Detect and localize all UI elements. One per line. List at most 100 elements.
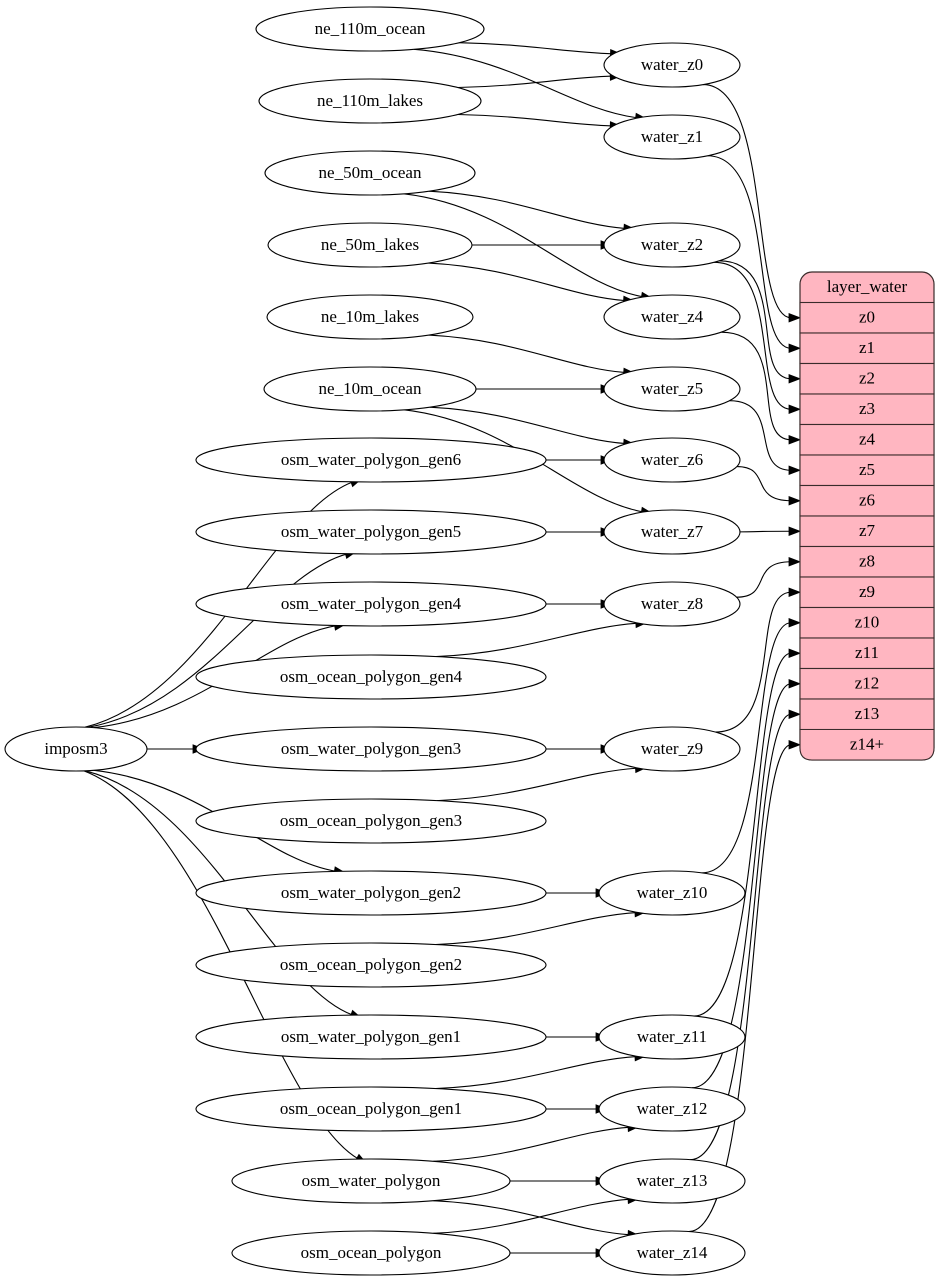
node-osm_water_polygon_gen5[interactable]: osm_water_polygon_gen5 xyxy=(195,509,547,555)
node-label: ne_110m_lakes xyxy=(317,91,423,110)
node-shape xyxy=(598,870,746,916)
edge-arrowhead xyxy=(788,373,802,384)
table-row[interactable] xyxy=(799,606,935,639)
node-label: osm_ocean_polygon_gen2 xyxy=(280,955,462,974)
node-osm_ocean_polygon[interactable]: osm_ocean_polygon xyxy=(231,1230,511,1276)
node-osm_water_polygon_gen1[interactable]: osm_water_polygon_gen1 xyxy=(195,1014,547,1060)
table-row[interactable] xyxy=(799,362,935,395)
edge-water_z4-to-layer_water-z4 xyxy=(721,331,792,441)
node-label: osm_water_polygon_gen2 xyxy=(281,883,461,902)
table-row[interactable] xyxy=(799,515,935,548)
node-osm_ocean_polygon_gen2[interactable]: osm_ocean_polygon_gen2 xyxy=(195,942,547,988)
node-osm_ocean_polygon_gen4[interactable]: osm_ocean_polygon_gen4 xyxy=(195,654,547,700)
node-ne_110m_lakes[interactable]: ne_110m_lakes xyxy=(258,78,482,124)
node-water_z10[interactable]: water_z10 xyxy=(598,870,746,916)
node-water_z11[interactable]: water_z11 xyxy=(598,1014,746,1060)
node-water_z14[interactable]: water_z14 xyxy=(598,1230,746,1276)
node-shape xyxy=(231,1158,511,1204)
node-osm_ocean_polygon_gen3[interactable]: osm_ocean_polygon_gen3 xyxy=(195,798,547,844)
table-header-label: layer_water xyxy=(827,277,908,296)
table-cell-z0: z0 xyxy=(859,308,875,327)
node-label: osm_water_polygon xyxy=(302,1171,441,1190)
node-shape xyxy=(195,942,547,988)
node-osm_water_polygon_gen4[interactable]: osm_water_polygon_gen4 xyxy=(195,581,547,627)
edge-arrowhead xyxy=(788,739,802,750)
node-imposm3[interactable]: imposm3 xyxy=(4,726,148,772)
node-shape xyxy=(603,114,741,160)
node-shape xyxy=(195,870,547,916)
node-water_z2[interactable]: water_z2 xyxy=(603,222,741,268)
node-osm_water_polygon[interactable]: osm_water_polygon xyxy=(231,1158,511,1204)
table-row[interactable] xyxy=(799,393,935,426)
table-row[interactable] xyxy=(799,301,935,334)
node-shape xyxy=(603,726,741,772)
node-water_z8[interactable]: water_z8 xyxy=(603,581,741,627)
table-row[interactable] xyxy=(799,698,935,731)
edge-ne_50m_lakes-to-water_z4 xyxy=(428,262,626,302)
layer-water-table[interactable]: layer_water z0 z1 z2 z3 z4 z5 z6 z7 z8 z9 z10 z11 z12… xyxy=(799,271,935,761)
table-row[interactable] xyxy=(799,423,935,456)
table-row[interactable] xyxy=(799,576,935,609)
node-water_z6[interactable]: water_z6 xyxy=(603,437,741,483)
edge-arrowhead xyxy=(788,465,802,476)
table-cell-z12: z12 xyxy=(855,674,880,693)
node-ne_110m_ocean[interactable]: ne_110m_ocean xyxy=(255,6,485,52)
node-shape xyxy=(195,654,547,700)
node-ne_10m_ocean[interactable]: ne_10m_ocean xyxy=(263,366,477,412)
table-cell-z2: z2 xyxy=(859,369,875,388)
edge-water_z12-to-layer_water-z12 xyxy=(691,683,792,1089)
edge-arrowhead xyxy=(788,404,802,415)
node-osm_water_polygon_gen2[interactable]: osm_water_polygon_gen2 xyxy=(195,870,547,916)
table-row[interactable] xyxy=(799,484,935,517)
node-osm_water_polygon_gen3[interactable]: osm_water_polygon_gen3 xyxy=(195,726,547,772)
table-layer: layer_water z0 z1 z2 z3 z4 z5 z6 z7 z8 z9 z10 z11 z12… xyxy=(799,271,935,761)
node-water_z9[interactable]: water_z9 xyxy=(603,726,741,772)
node-shape xyxy=(195,1014,547,1060)
edge-water_z1-to-layer_water-z1 xyxy=(707,155,792,349)
node-shape xyxy=(195,581,547,627)
table-row[interactable] xyxy=(799,332,935,365)
edge-arrowhead xyxy=(788,434,802,445)
node-shape xyxy=(264,150,476,196)
table-row[interactable] xyxy=(799,545,935,578)
edge-water_z8-to-layer_water-z8 xyxy=(736,561,792,598)
table-cell-z5: z5 xyxy=(859,460,875,479)
node-water_z13[interactable]: water_z13 xyxy=(598,1158,746,1204)
node-water_z7[interactable]: water_z7 xyxy=(603,509,741,555)
node-osm_water_polygon_gen6[interactable]: osm_water_polygon_gen6 xyxy=(195,437,547,483)
node-ne_10m_lakes[interactable]: ne_10m_lakes xyxy=(266,294,474,340)
node-label: water_z1 xyxy=(641,127,703,146)
node-label: water_z11 xyxy=(637,1027,707,1046)
node-water_z12[interactable]: water_z12 xyxy=(598,1086,746,1132)
node-shape xyxy=(603,437,741,483)
node-ne_50m_ocean[interactable]: ne_50m_ocean xyxy=(264,150,476,196)
node-label: water_z6 xyxy=(641,450,703,469)
table-row[interactable] xyxy=(799,667,935,700)
edge-ne_110m_lakes-to-water_z1 xyxy=(457,113,613,127)
edge-ne_10m_lakes-to-water_z5 xyxy=(428,334,626,374)
node-shape xyxy=(598,1230,746,1276)
node-shape xyxy=(603,366,741,412)
node-label: osm_water_polygon_gen3 xyxy=(281,739,461,758)
node-label: osm_ocean_polygon xyxy=(301,1243,442,1262)
node-layer: imposm3 ne_110m_ocean ne_110m_lakes ne_50m_… xyxy=(4,6,746,1276)
table-row[interactable] xyxy=(799,728,935,761)
node-shape xyxy=(195,798,547,844)
edge-arrowhead xyxy=(788,343,802,354)
edge-ne_50m_ocean-to-water_z2 xyxy=(429,190,626,230)
node-water_z5[interactable]: water_z5 xyxy=(603,366,741,412)
table-row[interactable] xyxy=(799,454,935,487)
table-row[interactable] xyxy=(799,637,935,670)
node-label: water_z2 xyxy=(641,235,703,254)
node-shape xyxy=(598,1014,746,1060)
node-shape xyxy=(255,6,485,52)
edge-arrowhead xyxy=(788,587,802,598)
node-osm_ocean_polygon_gen1[interactable]: osm_ocean_polygon_gen1 xyxy=(195,1086,547,1132)
node-label: ne_110m_ocean xyxy=(315,19,426,38)
node-ne_50m_lakes[interactable]: ne_50m_lakes xyxy=(267,222,473,268)
node-water_z0[interactable]: water_z0 xyxy=(603,42,741,88)
node-label: osm_ocean_polygon_gen1 xyxy=(280,1099,462,1118)
node-water_z4[interactable]: water_z4 xyxy=(603,294,741,340)
node-water_z1[interactable]: water_z1 xyxy=(603,114,741,160)
